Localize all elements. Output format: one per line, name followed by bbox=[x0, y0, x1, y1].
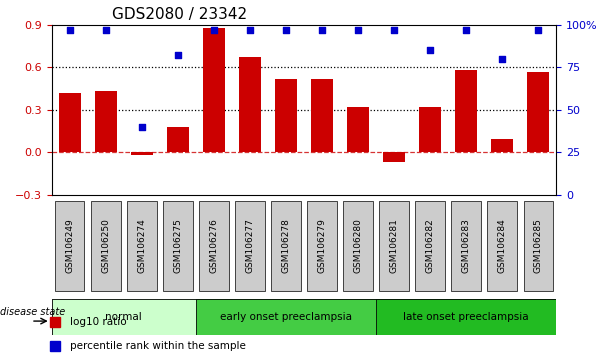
Point bbox=[317, 27, 327, 33]
FancyBboxPatch shape bbox=[235, 201, 264, 291]
FancyBboxPatch shape bbox=[307, 201, 337, 291]
FancyBboxPatch shape bbox=[199, 201, 229, 291]
Point bbox=[173, 52, 183, 58]
Point bbox=[533, 27, 543, 33]
FancyBboxPatch shape bbox=[376, 299, 556, 335]
FancyBboxPatch shape bbox=[488, 201, 517, 291]
Text: GDS2080 / 23342: GDS2080 / 23342 bbox=[112, 7, 247, 22]
Text: disease state: disease state bbox=[0, 307, 65, 316]
Text: GSM106283: GSM106283 bbox=[461, 218, 471, 274]
Bar bbox=[95, 91, 117, 152]
Text: GSM106280: GSM106280 bbox=[354, 218, 362, 274]
Point bbox=[137, 124, 147, 130]
FancyBboxPatch shape bbox=[415, 201, 445, 291]
Bar bbox=[347, 107, 369, 152]
Bar bbox=[455, 70, 477, 152]
FancyBboxPatch shape bbox=[379, 201, 409, 291]
FancyBboxPatch shape bbox=[52, 299, 556, 335]
Point bbox=[245, 27, 255, 33]
Text: GSM106249: GSM106249 bbox=[65, 219, 74, 273]
Point bbox=[497, 56, 507, 62]
Point bbox=[209, 27, 219, 33]
Text: GSM106282: GSM106282 bbox=[426, 219, 435, 273]
FancyBboxPatch shape bbox=[55, 201, 85, 291]
Text: percentile rank within the sample: percentile rank within the sample bbox=[70, 341, 246, 350]
Text: GSM106279: GSM106279 bbox=[317, 218, 326, 274]
FancyBboxPatch shape bbox=[163, 201, 193, 291]
FancyBboxPatch shape bbox=[271, 201, 301, 291]
Bar bbox=[239, 57, 261, 152]
Text: early onset preeclampsia: early onset preeclampsia bbox=[220, 312, 352, 322]
Text: normal: normal bbox=[105, 312, 142, 322]
Point bbox=[461, 27, 471, 33]
Text: GSM106281: GSM106281 bbox=[390, 218, 399, 274]
FancyBboxPatch shape bbox=[52, 299, 196, 335]
Text: GSM106276: GSM106276 bbox=[209, 218, 218, 274]
Point bbox=[426, 47, 435, 53]
FancyBboxPatch shape bbox=[127, 201, 157, 291]
Text: GSM106250: GSM106250 bbox=[102, 218, 110, 274]
Text: GSM106275: GSM106275 bbox=[173, 218, 182, 274]
Bar bbox=[383, 152, 405, 162]
Bar bbox=[59, 93, 80, 152]
Bar bbox=[311, 79, 333, 152]
Bar bbox=[167, 127, 188, 152]
Bar bbox=[131, 152, 153, 155]
Point bbox=[389, 27, 399, 33]
Bar bbox=[275, 79, 297, 152]
FancyBboxPatch shape bbox=[451, 201, 481, 291]
FancyBboxPatch shape bbox=[91, 201, 120, 291]
Text: GSM106278: GSM106278 bbox=[282, 218, 291, 274]
Text: GSM106274: GSM106274 bbox=[137, 219, 147, 273]
Text: log10 ratio: log10 ratio bbox=[70, 317, 126, 327]
Text: late onset preeclampsia: late onset preeclampsia bbox=[403, 312, 529, 322]
Bar bbox=[420, 107, 441, 152]
FancyBboxPatch shape bbox=[523, 201, 553, 291]
FancyBboxPatch shape bbox=[196, 299, 376, 335]
Bar bbox=[203, 28, 225, 152]
Point bbox=[281, 27, 291, 33]
Bar bbox=[528, 72, 549, 152]
FancyBboxPatch shape bbox=[344, 201, 373, 291]
Point bbox=[353, 27, 363, 33]
Text: GSM106285: GSM106285 bbox=[534, 218, 543, 274]
Point bbox=[101, 27, 111, 33]
Text: GSM106284: GSM106284 bbox=[498, 219, 506, 273]
Point bbox=[65, 27, 75, 33]
Bar bbox=[491, 139, 513, 152]
Text: GSM106277: GSM106277 bbox=[246, 218, 254, 274]
